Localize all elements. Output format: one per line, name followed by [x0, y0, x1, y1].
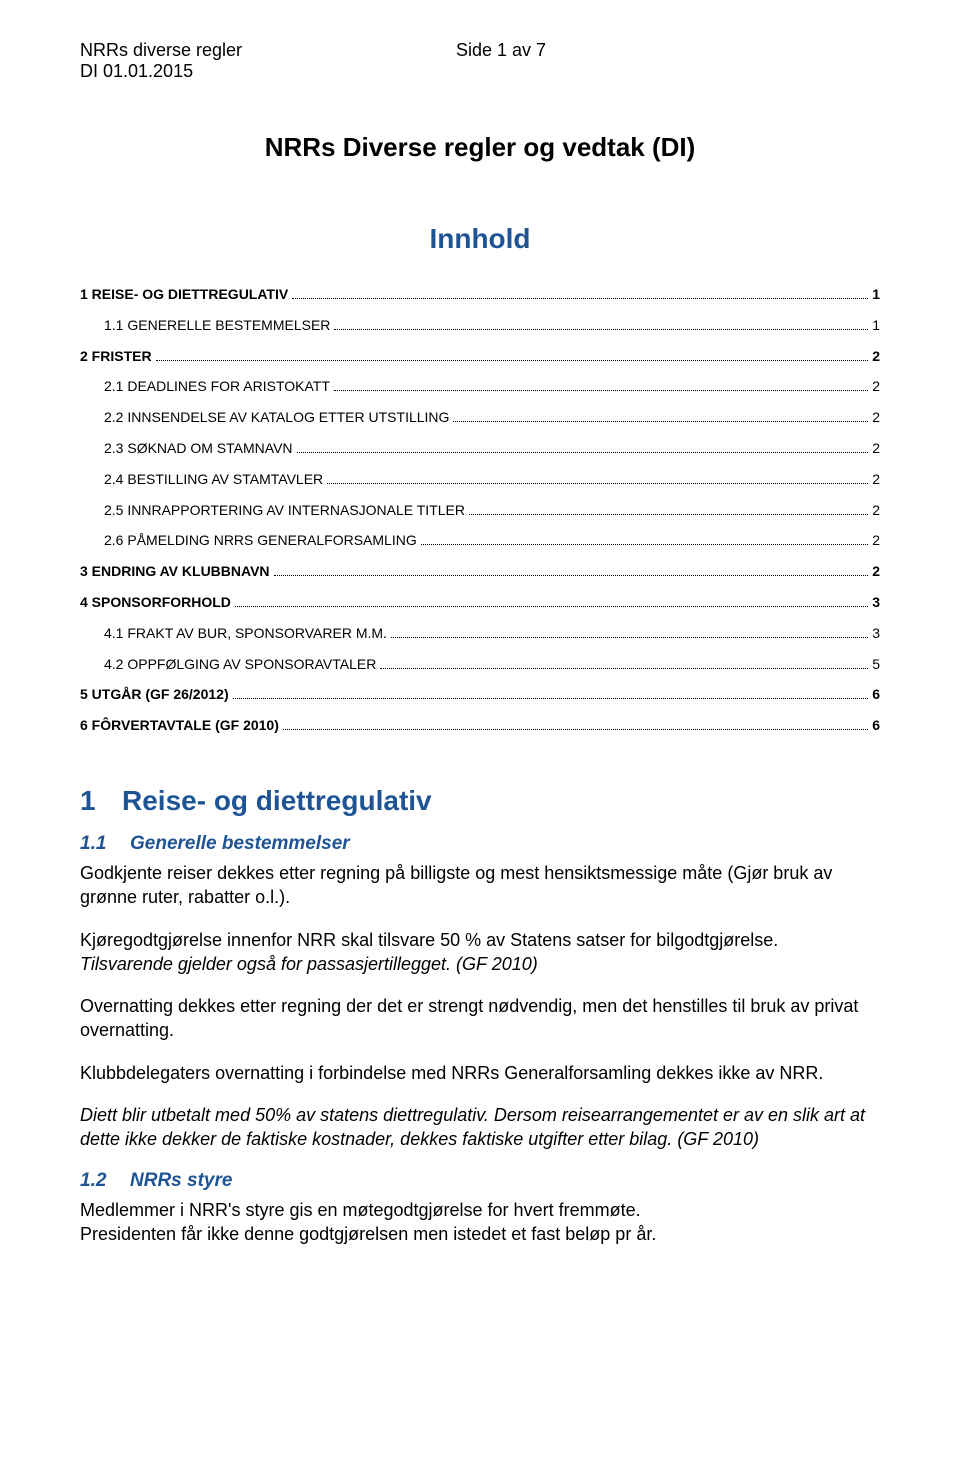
- toc-heading: Innhold: [80, 223, 880, 255]
- toc-entry: 6 FÔRVERTAVTALE (GF 2010) 6: [80, 710, 880, 741]
- paragraph: Klubbdelegaters overnatting i forbindels…: [80, 1061, 880, 1085]
- toc-leader-dots: [334, 329, 868, 330]
- section-1-number: 1: [80, 785, 122, 817]
- toc-entry: 2.6 PÅMELDING NRRS GENERALFORSAMLING 2: [80, 525, 880, 556]
- toc-entry-label: 3 ENDRING AV KLUBBNAVN: [80, 556, 270, 587]
- header-spacer: [760, 40, 880, 82]
- toc-entry-page: 2: [872, 371, 880, 402]
- toc-entry-label: 4 SPONSORFORHOLD: [80, 587, 231, 618]
- toc-entry: 2.2 INNSENDELSE AV KATALOG ETTER UTSTILL…: [80, 402, 880, 433]
- page-header: NRRs diverse regler DI 01.01.2015 Side 1…: [80, 40, 880, 82]
- toc-entry: 2.3 SØKNAD OM STAMNAVN 2: [80, 433, 880, 464]
- section-1-2-heading: 1.2NRRs styre: [80, 1170, 880, 1192]
- toc-entry-label: 2.2 INNSENDELSE AV KATALOG ETTER UTSTILL…: [104, 402, 449, 433]
- toc-leader-dots: [421, 544, 868, 545]
- toc-leader-dots: [283, 729, 868, 730]
- toc-entry-page: 2: [872, 525, 880, 556]
- toc-entry: 2.1 DEADLINES FOR ARISTOKATT 2: [80, 371, 880, 402]
- toc-entry: 2 FRISTER 2: [80, 341, 880, 372]
- document-page: NRRs diverse regler DI 01.01.2015 Side 1…: [0, 0, 960, 1286]
- toc-entry-label: 6 FÔRVERTAVTALE (GF 2010): [80, 710, 279, 741]
- paragraph-italic: Tilsvarende gjelder også for passasjerti…: [80, 954, 538, 974]
- toc-entry: 4.2 OPPFØLGING AV SPONSORAVTALER 5: [80, 649, 880, 680]
- section-1-2-number: 1.2: [80, 1170, 130, 1192]
- toc-leader-dots: [156, 360, 869, 361]
- section-1-title: Reise- og diettregulativ: [122, 785, 432, 816]
- toc-leader-dots: [391, 637, 868, 638]
- section-1-heading: 1Reise- og diettregulativ: [80, 785, 880, 817]
- paragraph: Medlemmer i NRR's styre gis en møtegodtg…: [80, 1198, 880, 1222]
- paragraph: Kjøregodtgjørelse innenfor NRR skal tils…: [80, 928, 880, 977]
- document-title: NRRs Diverse regler og vedtak (DI): [80, 132, 880, 163]
- paragraph: Godkjente reiser dekkes etter regning på…: [80, 861, 880, 910]
- toc-leader-dots: [292, 298, 868, 299]
- toc-entry: 2.5 INNRAPPORTERING AV INTERNASJONALE TI…: [80, 495, 880, 526]
- header-date: DI 01.01.2015: [80, 61, 242, 82]
- toc-leader-dots: [453, 421, 868, 422]
- toc-entry: 3 ENDRING AV KLUBBNAVN 2: [80, 556, 880, 587]
- toc-entry-label: 2.4 BESTILLING AV STAMTAVLER: [104, 464, 323, 495]
- toc-leader-dots: [235, 606, 868, 607]
- toc-entry-page: 5: [872, 649, 880, 680]
- section-1-2-body: Medlemmer i NRR's styre gis en møtegodtg…: [80, 1198, 880, 1247]
- toc-entry-page: 2: [872, 556, 880, 587]
- toc-leader-dots: [327, 483, 868, 484]
- toc-entry-label: 1 REISE- OG DIETTREGULATIV: [80, 279, 288, 310]
- toc-entry-label: 2.5 INNRAPPORTERING AV INTERNASJONALE TI…: [104, 495, 465, 526]
- header-page-indicator: Side 1 av 7: [456, 40, 546, 82]
- toc-entry: 1 REISE- OG DIETTREGULATIV 1: [80, 279, 880, 310]
- toc-leader-dots: [233, 698, 869, 699]
- toc-entry-label: 2.1 DEADLINES FOR ARISTOKATT: [104, 371, 330, 402]
- toc-leader-dots: [380, 668, 868, 669]
- toc-entry-page: 3: [872, 618, 880, 649]
- toc-entry-page: 6: [872, 679, 880, 710]
- table-of-contents: 1 REISE- OG DIETTREGULATIV11.1 GENERELLE…: [80, 279, 880, 741]
- toc-entry-page: 3: [872, 587, 880, 618]
- toc-entry: 1.1 GENERELLE BESTEMMELSER 1: [80, 310, 880, 341]
- section-1-1-body: Godkjente reiser dekkes etter regning på…: [80, 861, 880, 1152]
- paragraph-text: Kjøregodtgjørelse innenfor NRR skal tils…: [80, 930, 778, 950]
- toc-entry-label: 2 FRISTER: [80, 341, 152, 372]
- paragraph: Presidenten får ikke denne godtgjørelsen…: [80, 1222, 880, 1246]
- toc-entry-label: 4.1 FRAKT AV BUR, SPONSORVARER M.M.: [104, 618, 387, 649]
- toc-entry: 4 SPONSORFORHOLD 3: [80, 587, 880, 618]
- toc-entry-page: 2: [872, 495, 880, 526]
- toc-entry-label: 2.3 SØKNAD OM STAMNAVN: [104, 433, 293, 464]
- section-1-1-title: Generelle bestemmelser: [130, 833, 350, 854]
- toc-leader-dots: [274, 575, 869, 576]
- paragraph-text: (GF 2010): [672, 1129, 759, 1149]
- header-left: NRRs diverse regler DI 01.01.2015: [80, 40, 242, 82]
- paragraph-italic: Diett blir utbetalt med 50% av statens d…: [80, 1103, 880, 1152]
- toc-entry-page: 6: [872, 710, 880, 741]
- toc-entry-label: 4.2 OPPFØLGING AV SPONSORAVTALER: [104, 649, 376, 680]
- toc-entry-label: 1.1 GENERELLE BESTEMMELSER: [104, 310, 330, 341]
- toc-leader-dots: [297, 452, 869, 453]
- section-1-1-number: 1.1: [80, 833, 130, 855]
- toc-entry-page: 2: [872, 402, 880, 433]
- toc-entry-page: 1: [872, 279, 880, 310]
- toc-entry-page: 2: [872, 464, 880, 495]
- toc-entry: 4.1 FRAKT AV BUR, SPONSORVARER M.M. 3: [80, 618, 880, 649]
- section-1-1-heading: 1.1Generelle bestemmelser: [80, 833, 880, 855]
- header-title: NRRs diverse regler: [80, 40, 242, 61]
- toc-leader-dots: [469, 514, 868, 515]
- toc-entry: 5 UTGÅR (GF 26/2012) 6: [80, 679, 880, 710]
- toc-entry-label: 5 UTGÅR (GF 26/2012): [80, 679, 229, 710]
- toc-entry: 2.4 BESTILLING AV STAMTAVLER 2: [80, 464, 880, 495]
- toc-entry-page: 2: [872, 341, 880, 372]
- toc-entry-page: 2: [872, 433, 880, 464]
- toc-entry-page: 1: [872, 310, 880, 341]
- section-1-2-title: NRRs styre: [130, 1170, 232, 1191]
- toc-entry-label: 2.6 PÅMELDING NRRS GENERALFORSAMLING: [104, 525, 417, 556]
- paragraph: Overnatting dekkes etter regning der det…: [80, 994, 880, 1043]
- toc-leader-dots: [334, 390, 868, 391]
